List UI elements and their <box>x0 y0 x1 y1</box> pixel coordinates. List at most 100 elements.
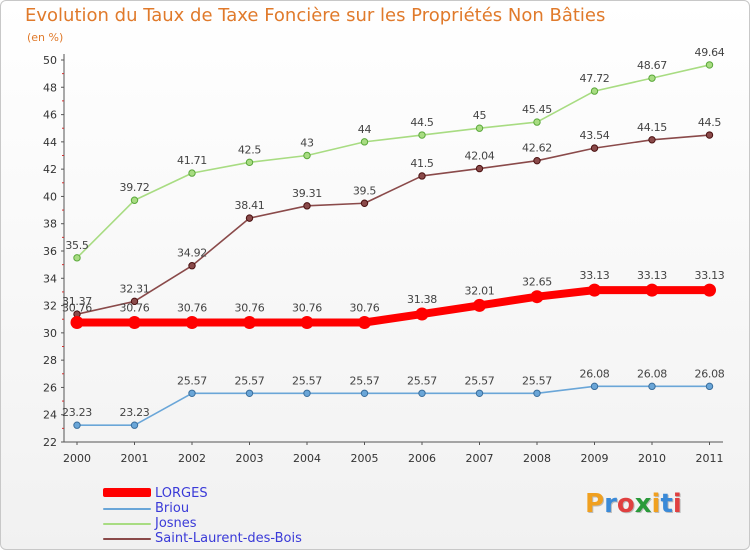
data-label-briou: 23.23 <box>120 406 150 419</box>
logo-letter: P <box>585 489 605 519</box>
data-point-briou <box>705 382 714 391</box>
data-label-josnes: 42.5 <box>238 143 262 156</box>
data-label-lorges: 30.76 <box>120 301 150 314</box>
legend-label-lorges: LORGES <box>155 486 208 501</box>
data-label-josnes: 35.5 <box>65 239 89 252</box>
data-label-josnes: 41.71 <box>177 154 207 167</box>
logo-letter: i <box>672 489 682 519</box>
data-label-briou: 26.08 <box>637 367 667 380</box>
data-point-briou <box>245 389 254 397</box>
data-point-lorges <box>358 315 371 329</box>
legend-label-josnes: Josnes <box>155 516 197 531</box>
y-tick-label: 38 <box>43 218 57 231</box>
y-tick-label: 36 <box>43 245 57 258</box>
data-label-saint-laurent-des-bois: 44.5 <box>698 116 722 129</box>
data-point-lorges <box>70 315 84 329</box>
data-point-josnes <box>418 131 426 139</box>
y-tick-label: 40 <box>43 190 57 203</box>
data-point-saint-laurent-des-bois <box>188 262 196 270</box>
data-point-saint-laurent-des-bois <box>705 131 714 139</box>
data-label-saint-laurent-des-bois: 31.37 <box>62 295 92 308</box>
data-label-lorges: 30.76 <box>350 301 380 314</box>
y-unit-label: (en %) <box>27 31 64 44</box>
data-label-saint-laurent-des-bois: 39.31 <box>292 187 322 200</box>
data-point-lorges <box>473 298 486 312</box>
data-label-saint-laurent-des-bois: 34.92 <box>177 247 207 260</box>
data-label-briou: 23.23 <box>62 406 92 419</box>
data-label-josnes: 47.72 <box>580 72 610 85</box>
data-label-saint-laurent-des-bois: 41.5 <box>410 157 434 170</box>
x-tick-label: 2003 <box>236 452 264 465</box>
data-label-lorges: 33.13 <box>695 269 725 282</box>
data-label-briou: 25.57 <box>177 374 207 387</box>
data-label-briou: 25.57 <box>350 374 380 387</box>
data-label-saint-laurent-des-bois: 39.5 <box>353 184 377 197</box>
data-point-saint-laurent-des-bois <box>245 214 254 222</box>
data-label-briou: 25.57 <box>465 374 495 387</box>
data-label-josnes: 39.72 <box>120 181 150 194</box>
data-label-lorges: 32.01 <box>465 284 495 297</box>
data-label-lorges: 30.76 <box>62 301 92 314</box>
data-label-lorges: 30.76 <box>235 301 265 314</box>
chart-title: Evolution du Taux de Taxe Foncière sur l… <box>25 5 606 26</box>
y-tick-label: 32 <box>43 300 57 313</box>
data-label-briou: 26.08 <box>695 367 725 380</box>
data-point-saint-laurent-des-bois <box>360 199 369 207</box>
x-tick-label: 2011 <box>696 452 724 465</box>
data-point-josnes <box>533 118 541 126</box>
data-point-lorges <box>243 315 256 329</box>
data-point-josnes <box>360 138 369 146</box>
data-label-saint-laurent-des-bois: 42.62 <box>522 142 552 155</box>
data-point-briou <box>303 389 311 397</box>
y-tick-label: 28 <box>43 354 57 367</box>
data-point-saint-laurent-des-bois <box>130 297 139 306</box>
data-point-josnes <box>590 87 599 95</box>
data-point-briou <box>475 389 484 397</box>
data-point-lorges <box>645 283 659 297</box>
y-tick-label: 30 <box>43 327 57 340</box>
data-point-josnes <box>648 74 656 82</box>
data-point-lorges <box>415 307 429 321</box>
data-label-lorges: 30.76 <box>177 301 207 314</box>
data-label-lorges: 30.76 <box>292 301 322 314</box>
data-label-saint-laurent-des-bois: 38.41 <box>235 199 265 212</box>
y-tick-label: 48 <box>43 81 57 94</box>
x-tick-label: 2002 <box>178 452 206 465</box>
data-label-josnes: 45 <box>473 109 487 122</box>
data-point-josnes <box>188 169 196 177</box>
logo-letter: t <box>660 489 673 519</box>
data-point-josnes <box>73 254 81 262</box>
data-point-saint-laurent-des-bois <box>303 202 311 210</box>
data-point-saint-laurent-des-bois <box>475 164 484 173</box>
data-point-briou <box>73 421 81 429</box>
data-label-josnes: 45.45 <box>522 103 552 116</box>
logo-letter: r <box>604 489 617 519</box>
data-label-josnes: 44 <box>358 123 372 136</box>
data-label-briou: 26.08 <box>580 367 610 380</box>
data-point-lorges <box>128 315 141 329</box>
series-line-josnes <box>76 64 711 259</box>
data-label-lorges: 31.38 <box>407 293 437 306</box>
x-tick-label: 2009 <box>581 452 609 465</box>
data-point-saint-laurent-des-bois <box>418 172 426 180</box>
data-point-saint-laurent-des-bois <box>533 156 541 165</box>
x-tick-label: 2001 <box>121 452 149 465</box>
data-label-saint-laurent-des-bois: 43.54 <box>580 129 610 142</box>
legend-label-briou: Briou <box>155 501 190 516</box>
data-point-josnes <box>130 196 139 204</box>
data-point-josnes <box>245 158 254 167</box>
y-tick-label: 44 <box>43 136 57 149</box>
y-tick-label: 46 <box>43 109 57 122</box>
x-tick-label: 2005 <box>351 452 379 465</box>
data-point-saint-laurent-des-bois <box>648 136 656 144</box>
data-point-briou <box>418 389 426 397</box>
legend-swatch-briou <box>103 508 151 510</box>
x-tick-label: 2000 <box>63 452 91 465</box>
data-point-briou <box>188 389 196 397</box>
data-point-josnes <box>475 124 484 132</box>
data-point-briou <box>533 389 541 397</box>
data-label-josnes: 48.67 <box>637 59 667 72</box>
data-point-lorges <box>703 283 716 297</box>
